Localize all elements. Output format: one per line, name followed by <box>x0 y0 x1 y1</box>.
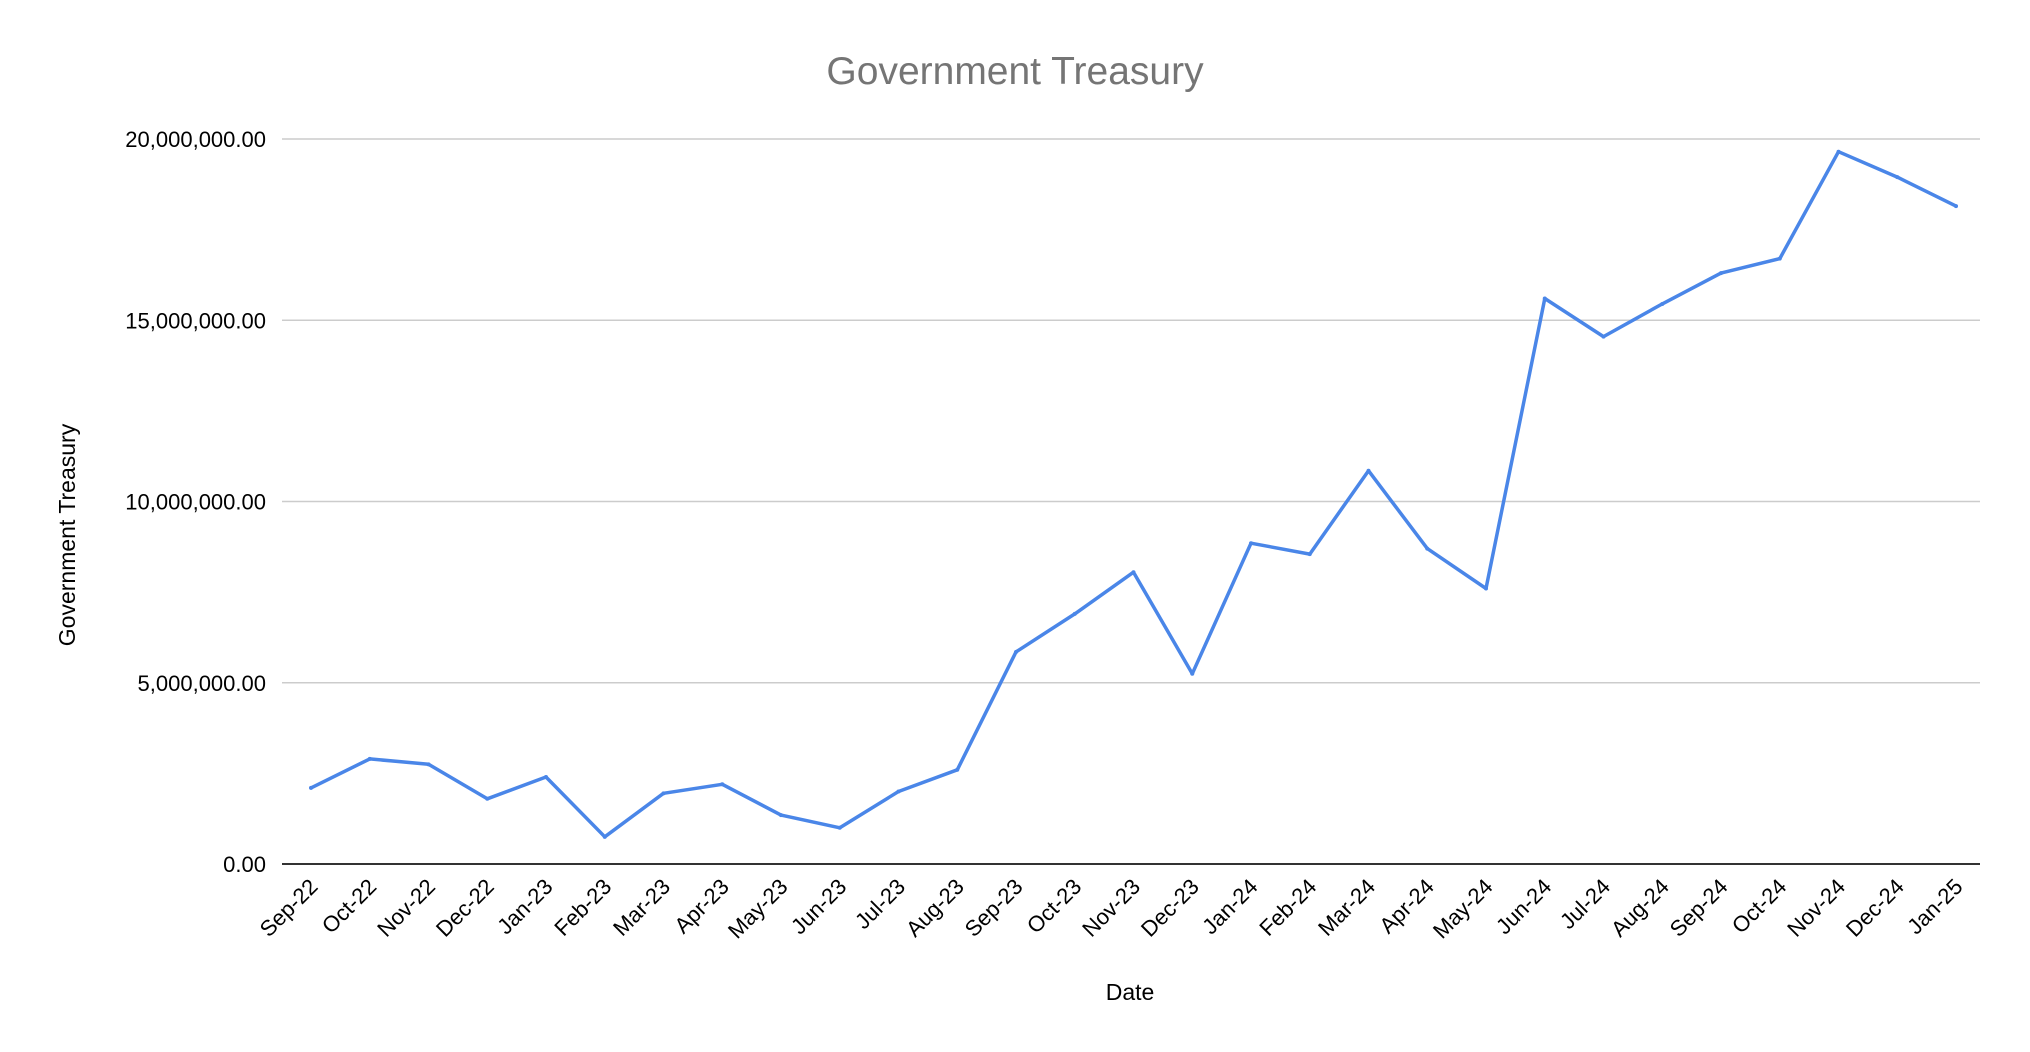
data-point <box>1425 546 1430 551</box>
data-point <box>1366 468 1371 473</box>
data-point <box>1777 256 1782 261</box>
x-tick-label: Nov-24 <box>1782 874 1850 942</box>
data-point <box>485 796 490 801</box>
y-tick-label: 5,000,000.00 <box>138 671 266 696</box>
x-tick-label: Oct-24 <box>1727 874 1791 938</box>
x-tick-label: Oct-22 <box>317 874 381 938</box>
x-tick-label: Nov-23 <box>1077 874 1145 942</box>
x-tick-label: Mar-23 <box>608 874 675 941</box>
data-point <box>544 775 548 779</box>
data-point <box>1307 552 1312 557</box>
x-tick-label: Feb-24 <box>1254 874 1321 941</box>
data-point <box>367 756 372 761</box>
data-point <box>1660 301 1665 306</box>
x-tick-label: Feb-23 <box>549 874 616 941</box>
x-tick-label: May-24 <box>1428 874 1498 944</box>
x-axis-title: Date <box>1106 979 1155 1005</box>
x-tick-label: Apr-24 <box>1374 874 1438 938</box>
x-axis-tick-labels: Sep-22Oct-22Nov-22Dec-22Jan-23Feb-23Mar-… <box>255 874 1968 944</box>
data-point <box>1895 175 1900 180</box>
data-point <box>661 791 666 796</box>
data-point <box>1131 570 1136 575</box>
data-point <box>1190 671 1195 676</box>
x-tick-label: Sep-24 <box>1665 874 1733 942</box>
x-tick-label: Aug-23 <box>901 874 969 942</box>
data-point <box>426 762 431 767</box>
x-tick-label: Jun-24 <box>1491 874 1556 939</box>
x-tick-label: Apr-23 <box>669 874 733 938</box>
data-point <box>1014 649 1018 654</box>
x-tick-label: Mar-24 <box>1313 874 1380 941</box>
data-point <box>779 813 783 818</box>
y-tick-label: 20,000,000.00 <box>125 127 266 152</box>
x-tick-label: Dec-23 <box>1136 874 1204 942</box>
y-axis-title: Government Treasury <box>54 423 80 646</box>
x-tick-label: May-23 <box>723 874 793 944</box>
x-tick-label: Dec-24 <box>1841 874 1909 942</box>
gridlines <box>282 138 1980 684</box>
y-tick-label: 15,000,000.00 <box>125 308 266 333</box>
y-tick-label: 10,000,000.00 <box>125 490 266 515</box>
data-point <box>1719 271 1723 276</box>
x-tick-label: Sep-22 <box>255 874 323 942</box>
data-point <box>896 789 901 794</box>
x-tick-label: Nov-22 <box>372 874 440 942</box>
chart-title: Government Treasury <box>826 50 1204 93</box>
x-tick-label: Jan-24 <box>1197 874 1262 939</box>
data-point <box>1601 334 1606 339</box>
x-tick-label: Aug-24 <box>1606 874 1674 942</box>
x-tick-label: Jun-23 <box>786 874 851 939</box>
x-tick-label: Jan-23 <box>492 874 557 939</box>
data-point <box>1072 611 1077 616</box>
data-point <box>309 785 313 790</box>
series-line <box>309 149 1958 839</box>
data-point <box>1484 586 1488 591</box>
data-point <box>1836 149 1841 154</box>
data-point <box>720 782 725 787</box>
data-point <box>955 767 960 772</box>
data-point <box>837 825 842 830</box>
x-tick-label: Dec-22 <box>431 874 499 942</box>
data-point <box>1542 296 1547 301</box>
x-tick-label: Sep-23 <box>960 874 1028 942</box>
x-tick-label: Jan-25 <box>1902 874 1967 939</box>
data-point <box>1954 204 1958 209</box>
y-axis-tick-labels: 0.00 5,000,000.00 10,000,000.00 15,000,000.… <box>125 127 266 877</box>
data-points <box>309 149 1958 839</box>
y-tick-label: 0.00 <box>223 852 266 877</box>
x-tick-label: Oct-23 <box>1022 874 1086 938</box>
data-point <box>602 834 607 839</box>
data-point <box>1249 541 1253 546</box>
